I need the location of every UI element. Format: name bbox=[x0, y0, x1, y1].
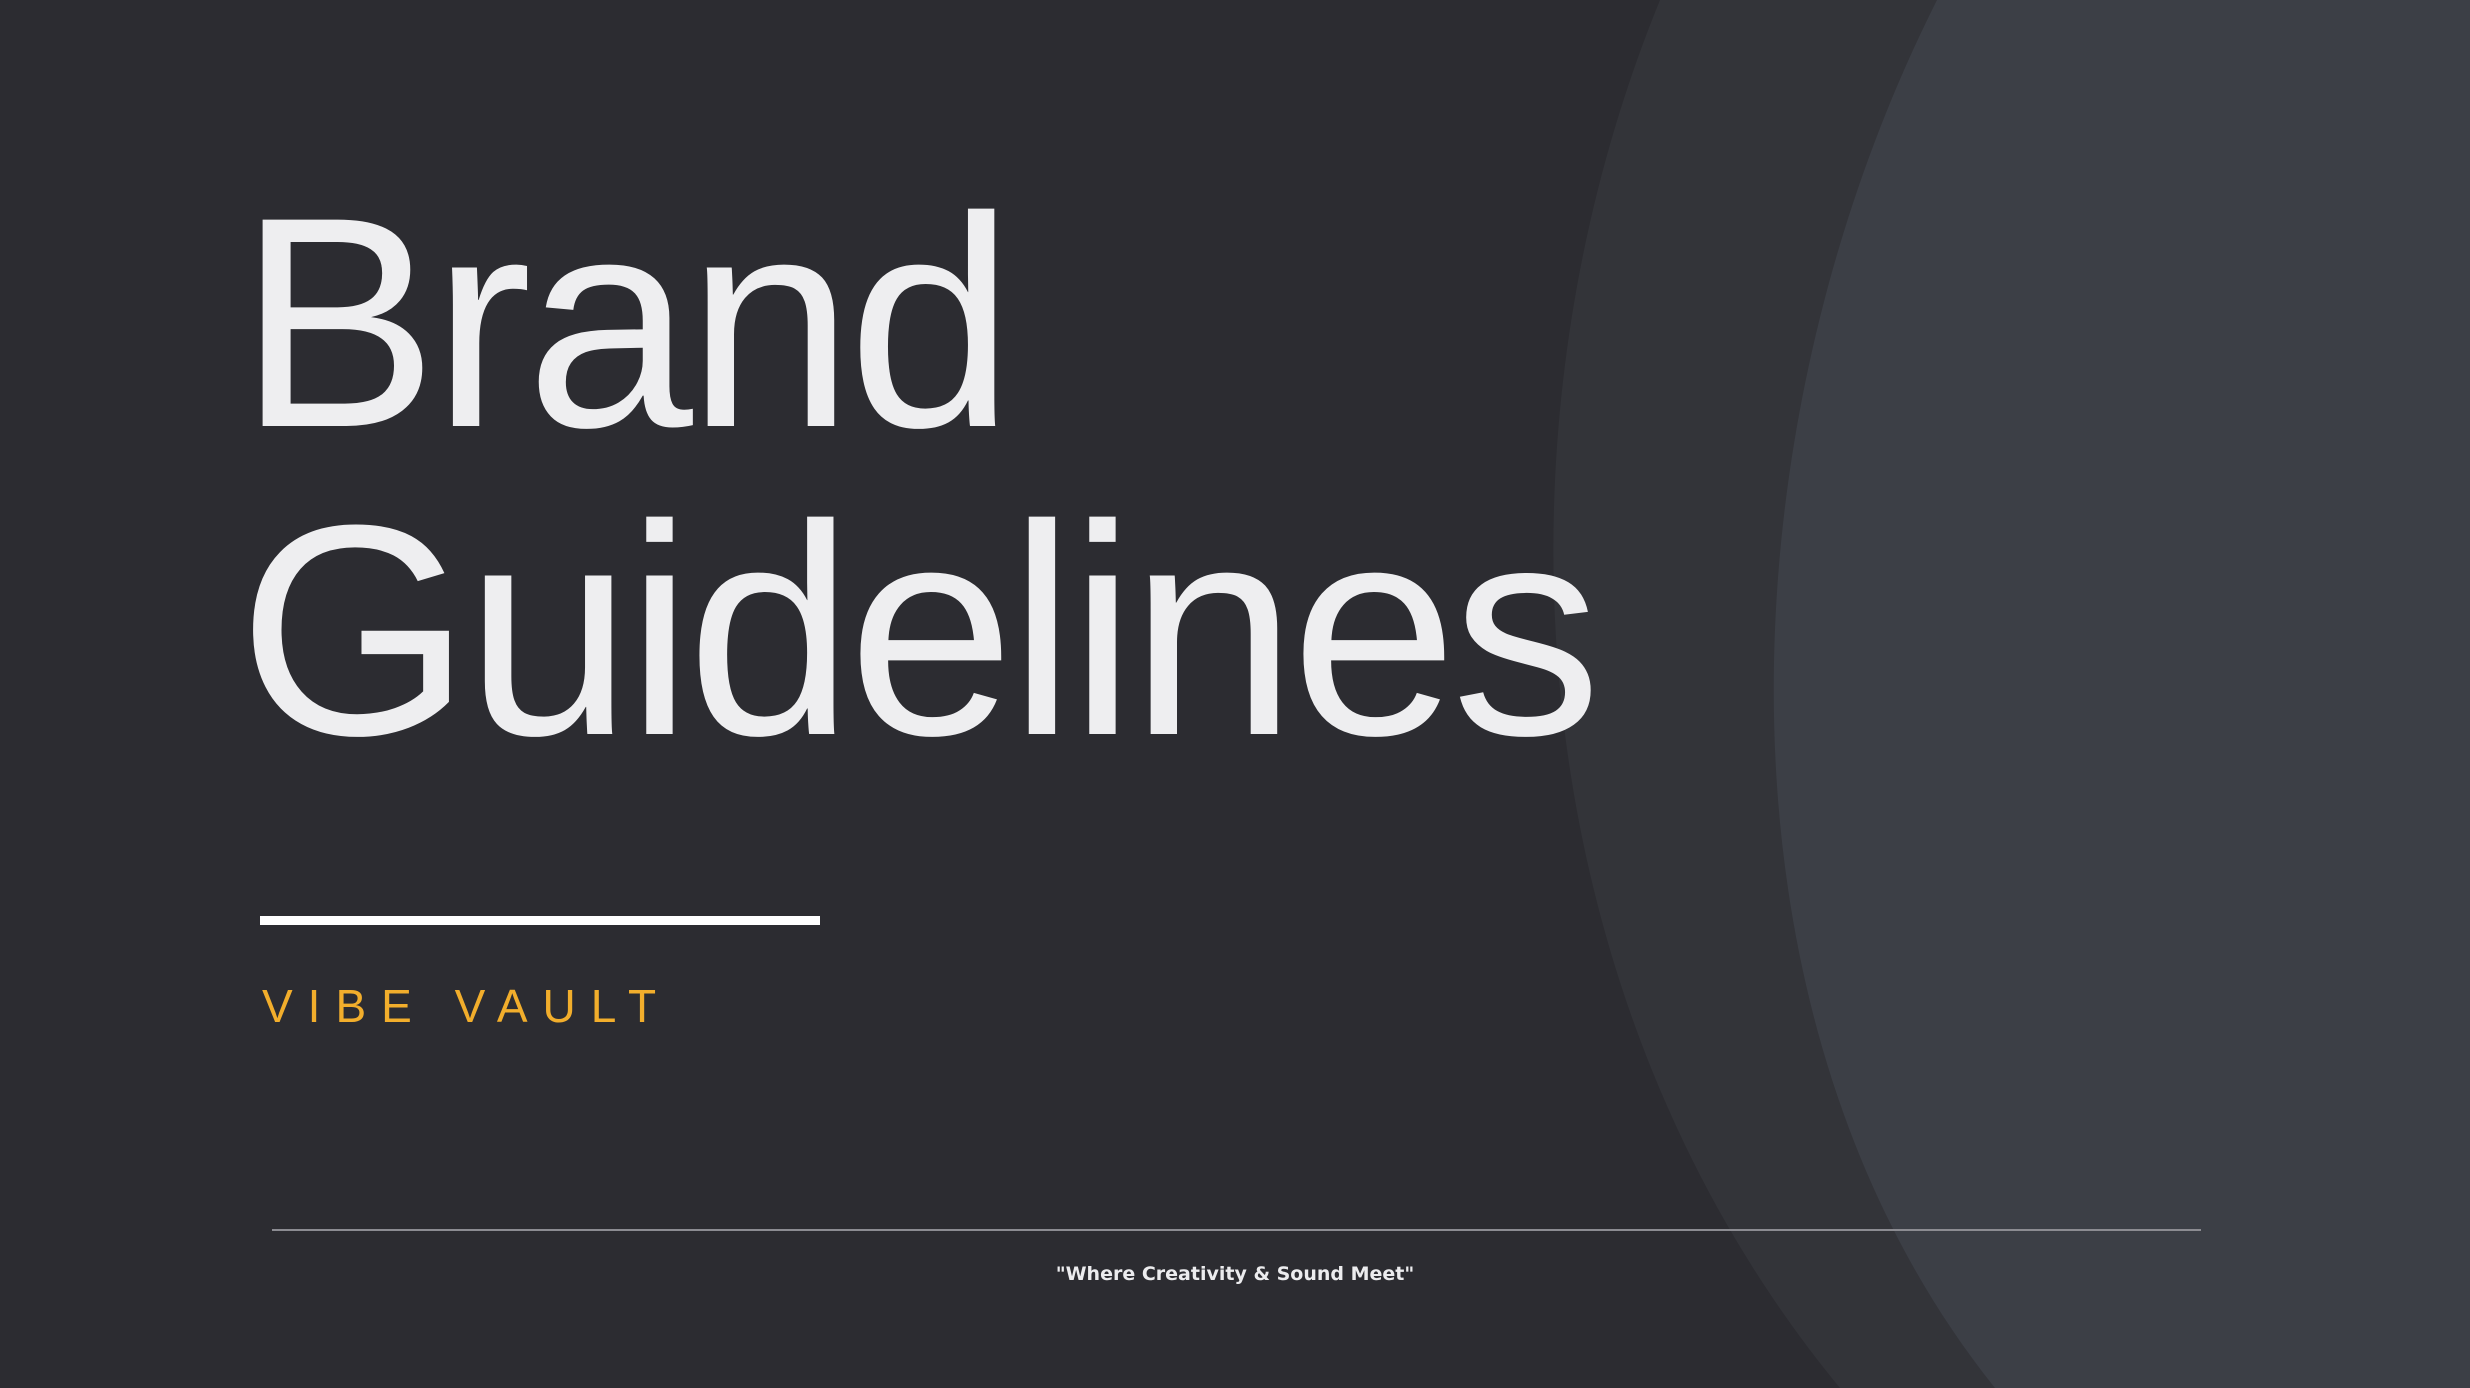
brand-tagline: "Where Creativity & Sound Meet" bbox=[1055, 1263, 1415, 1285]
footer-divider bbox=[272, 1229, 2201, 1231]
brand-name-label: VIBE VAULT bbox=[262, 980, 672, 1032]
title-line-guidelines: Guidelines bbox=[238, 462, 1602, 798]
title-line-brand: Brand bbox=[238, 154, 1015, 490]
inner-arc-shape bbox=[1773, 0, 2470, 1388]
title-underline-divider bbox=[260, 916, 820, 925]
slide-title: Brand Guidelines bbox=[238, 154, 1602, 798]
